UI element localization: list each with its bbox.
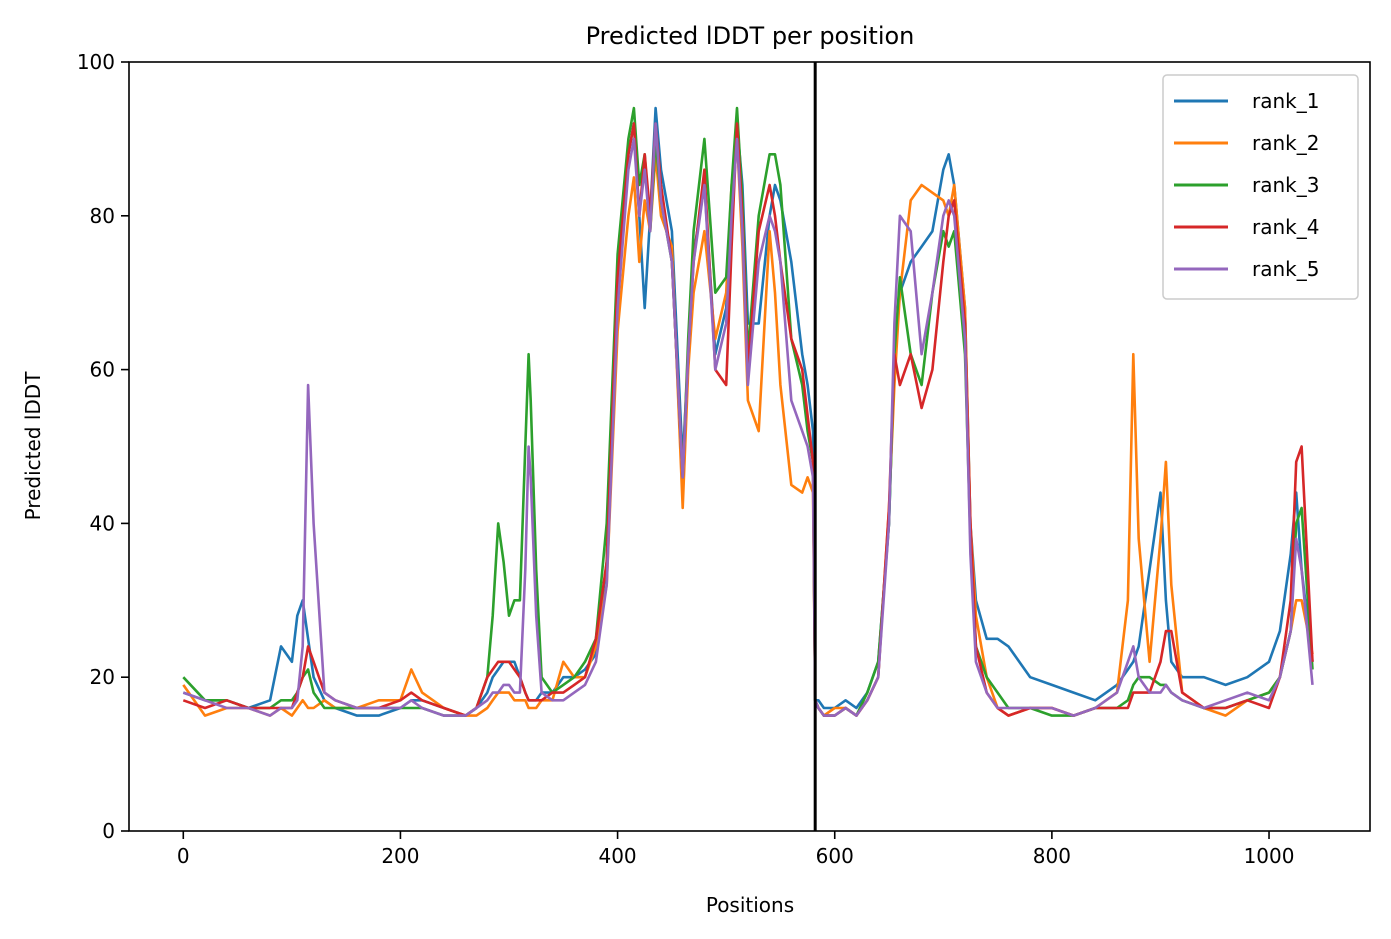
y-tick-label: 0 [102, 819, 115, 843]
legend-label-rank-5: rank_5 [1252, 257, 1319, 281]
x-tick-label: 1000 [1244, 844, 1295, 868]
x-tick-label: 400 [598, 844, 636, 868]
y-tick-label: 60 [90, 358, 115, 382]
legend-box [1162, 74, 1359, 300]
chart-title: Predicted lDDT per position [586, 22, 915, 50]
plot-border [128, 61, 1371, 832]
legend-label-rank-2: rank_2 [1252, 131, 1319, 155]
x-tick-label: 800 [1033, 844, 1071, 868]
legend-label-rank-3: rank_3 [1252, 173, 1319, 197]
legend-label-rank-4: rank_4 [1252, 215, 1319, 239]
x-tick-label: 200 [381, 844, 419, 868]
y-axis-label: Predicted lDDT [21, 371, 45, 521]
legend: rank_1 rank_2 rank_3 rank_4 rank_5 [1162, 74, 1359, 300]
y-axis: 0 20 40 60 80 100 [77, 50, 129, 843]
series-line-rank-5 [182, 122, 1314, 717]
series-group [182, 106, 1314, 717]
x-tick-label: 600 [816, 844, 854, 868]
y-tick-label: 20 [90, 665, 115, 689]
x-axis: 0 200 400 600 800 1000 [177, 831, 1295, 868]
y-tick-label: 100 [77, 50, 115, 74]
y-tick-label: 80 [90, 204, 115, 228]
legend-label-rank-1: rank_1 [1252, 89, 1319, 113]
x-tick-label: 0 [177, 844, 190, 868]
y-tick-label: 40 [90, 511, 115, 535]
x-axis-label: Positions [706, 893, 794, 917]
